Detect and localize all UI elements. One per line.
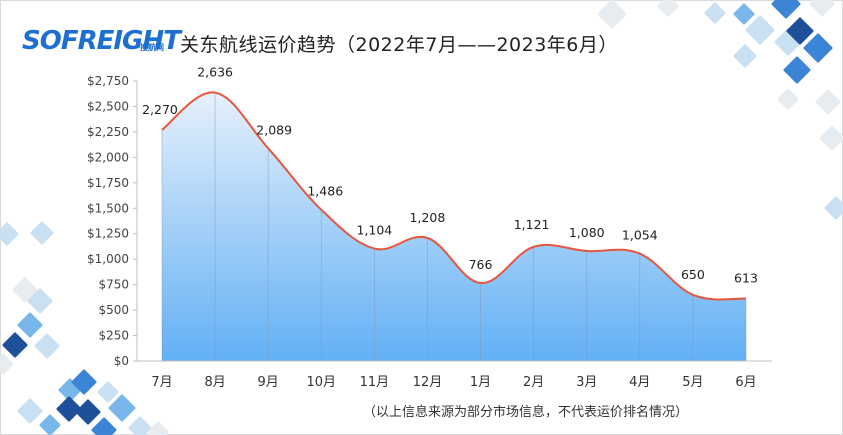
decorative-tile [733,44,757,68]
decorative-tile [819,125,843,151]
decorative-tile [0,353,14,375]
decorative-tile [97,381,119,403]
decorative-tile [147,421,169,435]
series-area-fill [162,92,746,361]
y-tick-label: $1,250 [87,227,129,241]
y-tick-label: $500 [98,303,129,317]
decorative-tile [91,417,117,435]
decorative-tile [2,332,28,358]
data-label: 1,486 [307,184,343,199]
decorative-tile [815,89,841,115]
data-label: 1,054 [622,228,658,243]
x-tick-label: 12月 [413,375,443,390]
x-tick-label: 3月 [576,375,597,390]
decorative-tile [27,288,53,314]
decorative-tile [17,398,43,424]
y-tick-label: $1,750 [87,176,129,190]
chart-title: 关东航线运价趋势（2022年7月——2023年6月） [180,34,618,56]
decorative-tile [30,221,54,245]
decorative-tile [39,414,61,435]
data-label: 613 [734,271,758,286]
decorative-tile [75,399,101,425]
data-label: 2,636 [197,65,233,80]
decorative-tile [803,33,833,63]
x-tick-label: 1月 [470,375,491,390]
decorative-tile [771,0,801,19]
y-tick-label: $250 [98,329,129,343]
data-label: 650 [681,267,705,282]
y-tick-label: $1,500 [87,201,129,215]
decorative-tile [657,0,679,17]
data-label: 1,208 [410,210,446,225]
y-tick-label: $2,500 [87,99,129,113]
decorative-tile [597,0,627,29]
decorative-tile [786,17,814,45]
decorative-tile [128,416,152,435]
decorative-tile [745,15,775,45]
sofreight-logo: SOFREIGHT 搜航网 [22,26,181,62]
y-tick-label: $750 [98,278,129,292]
series-line [161,91,747,301]
decorative-tile [704,2,726,24]
y-tick-label: $2,250 [87,125,129,139]
data-label: 1,080 [569,225,605,240]
decorative-tile [56,396,82,422]
decorative-tile [0,222,19,246]
decorative-tile [71,369,97,395]
x-tick-label: 9月 [258,375,279,390]
y-tick-label: $2,000 [87,150,129,164]
x-tick-label: 6月 [735,375,756,390]
decorative-tile [809,0,835,17]
y-tick-label: $1,000 [87,252,129,266]
x-tick-label: 2月 [523,375,544,390]
data-label: 1,121 [514,217,550,232]
x-tick-label: 8月 [204,375,225,390]
x-tick-label: 4月 [629,375,650,390]
decorative-tile [733,3,755,25]
decorative-tile [17,312,43,338]
y-tick-label: $0 [114,354,129,368]
x-tick-label: 5月 [682,375,703,390]
decorative-tile [12,277,38,303]
x-tick-label: 10月 [306,375,336,390]
x-tick-label: 11月 [360,375,390,390]
decorative-tile [777,88,799,110]
data-label: 2,270 [142,102,178,117]
y-tick-label: $2,750 [87,74,129,88]
decorative-tile [783,56,811,84]
x-tick-label: 7月 [151,375,172,390]
data-label: 2,089 [256,122,292,137]
logo-wordmark: SOFREIGHT [22,26,181,56]
logo-subtext: 搜航网 [140,43,164,52]
source-note: （以上信息来源为部分市场信息，不代表运价排名情况） [363,405,689,420]
data-label: 766 [469,257,493,272]
decorative-tile [34,333,60,359]
data-label: 1,104 [356,223,392,238]
decorative-tile [108,394,136,422]
